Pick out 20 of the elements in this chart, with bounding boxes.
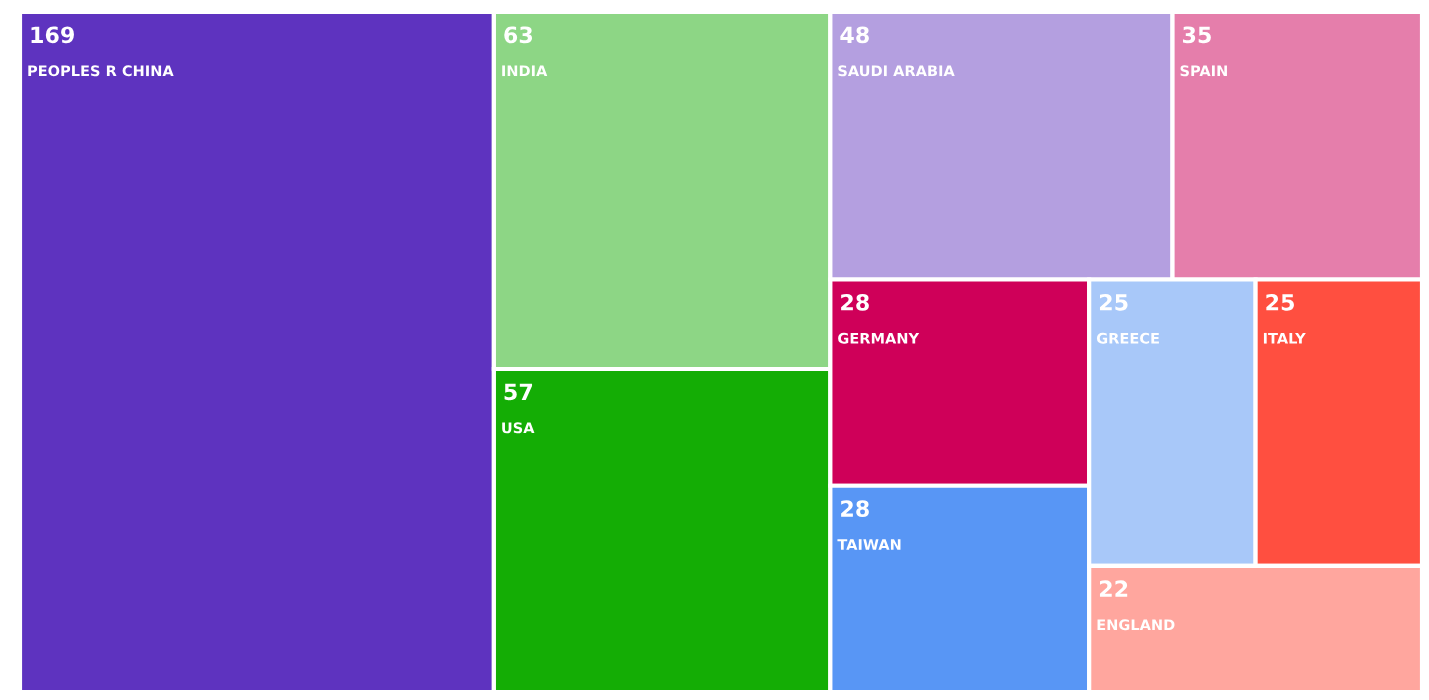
category-label: ENGLAND xyxy=(1097,619,1175,631)
category-label: SPAIN xyxy=(1180,65,1227,77)
category-label: INDIA xyxy=(502,65,548,77)
data-label: 25 xyxy=(1099,293,1128,311)
data-label: 63 xyxy=(504,26,533,44)
category-label: USA xyxy=(502,422,535,434)
data-label: 57 xyxy=(504,383,533,401)
category-label: SAUDI ARABIA xyxy=(838,65,955,77)
data-label: 28 xyxy=(841,293,869,311)
category-label: ITALY xyxy=(1263,332,1306,344)
category-label: PEOPLES R CHINA xyxy=(28,65,174,77)
category-label: TAIWAN xyxy=(837,539,901,550)
data-label: 169 xyxy=(31,26,74,44)
data-label: 22 xyxy=(1099,580,1128,597)
category-label: GERMANY xyxy=(838,332,920,344)
data-label: 48 xyxy=(840,26,869,44)
category-label: GREECE xyxy=(1096,332,1159,344)
data-label: 25 xyxy=(1266,293,1294,311)
data-label: 35 xyxy=(1183,26,1211,44)
data-label: 28 xyxy=(841,500,869,517)
